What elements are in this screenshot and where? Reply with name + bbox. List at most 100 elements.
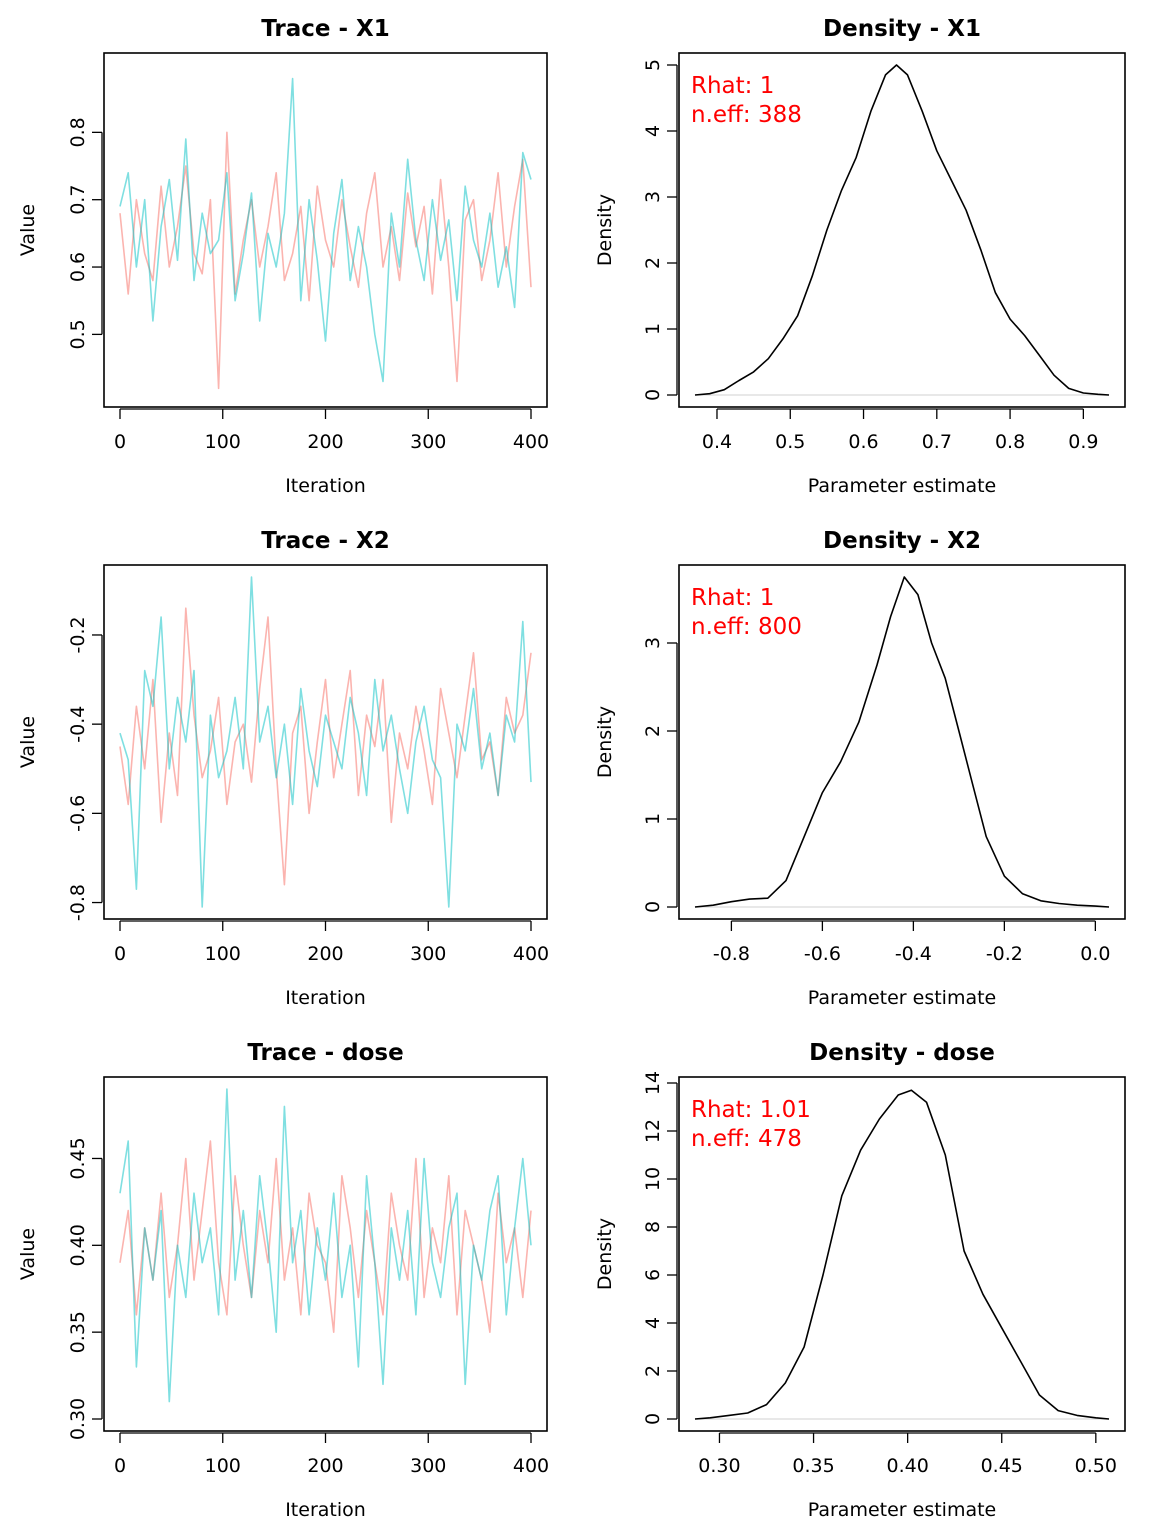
- plot-frame: [103, 1076, 548, 1432]
- y-tick-label: 5: [642, 59, 664, 71]
- density-x2-panel: Density - X2 Parameter estimate Density …: [594, 528, 1126, 1009]
- y-tick-label: 3: [642, 191, 664, 203]
- y-tick-label: 8: [642, 1221, 664, 1233]
- chart-1-marks: 0.4 0.5 0.6 0.7 0.8 0.9 0 1 2 3 4 5: [642, 59, 1110, 453]
- x-tick-label: 0.6: [848, 431, 878, 453]
- plot-frame: [103, 564, 548, 920]
- trace-series-1: [119, 1140, 532, 1333]
- x-tick-label: 0.40: [886, 1455, 928, 1477]
- trace-x1-panel: Trace - X1 Iteration Value: [17, 16, 548, 497]
- x-tick-label: 0.45: [981, 1455, 1023, 1477]
- plot-frame: [678, 52, 1126, 408]
- y-tick-label: 0.45: [67, 1137, 89, 1179]
- y-tick-label: 12: [642, 1119, 664, 1143]
- y-tick-label: 0.7: [67, 185, 89, 215]
- y-tick-label: 0.35: [67, 1311, 89, 1353]
- x-tick-label: 0.7: [922, 431, 952, 453]
- x-tick-label: 200: [307, 431, 343, 453]
- rhat-label: Rhat: 1: [691, 73, 774, 99]
- x-tick-label: 0: [114, 431, 126, 453]
- y-tick-label: 3: [642, 637, 664, 649]
- x-tick-label: -0.2: [986, 943, 1023, 965]
- y-tick-label: -0.2: [67, 616, 89, 653]
- y-tick-label: 4: [642, 1317, 664, 1329]
- neff-label: n.eff: 478: [691, 1126, 802, 1152]
- x-axis-label: Iteration: [285, 475, 366, 497]
- chart-title: Density - dose: [809, 1040, 995, 1066]
- x-axis-label: Parameter estimate: [808, 1499, 997, 1521]
- x-tick-label: -0.8: [713, 943, 750, 965]
- y-tick-label: -0.6: [67, 795, 89, 832]
- chart-5-marks: 0.30 0.35 0.40 0.45 0.50 0 2 4 6 8 10 12 14: [642, 1071, 1117, 1477]
- density-x1-panel: Density - X1 Parameter estimate Density …: [594, 16, 1126, 497]
- y-tick-label: 10: [642, 1167, 664, 1191]
- chart-title: Trace - X1: [261, 16, 390, 42]
- chart-4-marks: 0 100 200 300 400 0.30 0.35 0.40 0.45: [67, 1088, 549, 1477]
- x-tick-label: 400: [513, 431, 549, 453]
- x-tick-label: 200: [307, 1455, 343, 1477]
- chart-0-marks: 0 100 200 300 400 0.5 0.6 0.7 0.8: [67, 77, 549, 453]
- trace-series-2: [119, 576, 532, 908]
- x-tick-label: 400: [513, 1455, 549, 1477]
- x-tick-label: 0.9: [1068, 431, 1098, 453]
- y-axis-label: Density: [594, 1218, 616, 1290]
- y-tick-label: 0.30: [67, 1398, 89, 1440]
- x-tick-label: 300: [410, 431, 446, 453]
- y-tick-label: 0: [642, 901, 664, 913]
- x-tick-label: 300: [410, 943, 446, 965]
- x-tick-label: 0.50: [1075, 1455, 1117, 1477]
- y-axis-label: Density: [594, 194, 616, 266]
- y-tick-label: 0.6: [67, 252, 89, 282]
- y-tick-label: -0.8: [67, 884, 89, 921]
- trace-dose-panel: Trace - dose Iteration Value: [17, 1040, 548, 1521]
- x-tick-label: 0: [114, 943, 126, 965]
- density-curve: [694, 576, 1110, 908]
- chart-title: Trace - X2: [261, 528, 390, 554]
- x-tick-label: 0.8: [995, 431, 1025, 453]
- y-tick-label: 6: [642, 1269, 664, 1281]
- x-tick-label: 300: [410, 1455, 446, 1477]
- y-tick-label: 0: [642, 1413, 664, 1425]
- y-tick-label: 2: [642, 257, 664, 269]
- y-tick-label: 2: [642, 725, 664, 737]
- density-curve: [694, 64, 1110, 396]
- trace-series-2: [119, 77, 532, 383]
- trace-x2-panel: Trace - X2 Iteration Value: [17, 528, 548, 1009]
- y-axis-label: Value: [17, 716, 39, 768]
- x-tick-label: -0.6: [804, 943, 841, 965]
- x-axis-label: Parameter estimate: [808, 475, 997, 497]
- x-tick-label: 0: [114, 1455, 126, 1477]
- y-tick-label: 1: [642, 323, 664, 335]
- plot-frame: [678, 564, 1126, 920]
- chart-title: Density - X2: [823, 528, 981, 554]
- chart-3-marks: -0.8 -0.6 -0.4 -0.2 0.0 0 1 2 3: [642, 576, 1110, 965]
- rhat-label: Rhat: 1: [691, 585, 774, 611]
- y-tick-label: -0.4: [67, 706, 89, 743]
- y-axis-label: Value: [17, 204, 39, 256]
- chart-title: Density - X1: [823, 16, 981, 42]
- density-curve: [694, 1089, 1110, 1420]
- density-dose-panel: Density - dose Parameter estimate Densit…: [594, 1040, 1126, 1521]
- chart-title: Trace - dose: [247, 1040, 403, 1066]
- x-tick-label: 0.5: [775, 431, 805, 453]
- x-tick-label: 100: [205, 431, 241, 453]
- x-axis-label: Iteration: [285, 1499, 366, 1521]
- trace-series-1: [119, 607, 532, 886]
- x-tick-label: -0.4: [895, 943, 932, 965]
- y-tick-label: 0.8: [67, 117, 89, 147]
- x-tick-label: 0.0: [1080, 943, 1110, 965]
- y-axis-label: Value: [17, 1228, 39, 1280]
- plot-frame: [678, 1076, 1126, 1432]
- y-tick-label: 4: [642, 125, 664, 137]
- y-tick-label: 0.40: [67, 1224, 89, 1266]
- y-tick-label: 1: [642, 813, 664, 825]
- y-tick-label: 2: [642, 1365, 664, 1377]
- x-tick-label: 400: [513, 943, 549, 965]
- x-tick-label: 100: [205, 943, 241, 965]
- y-tick-label: 0: [642, 389, 664, 401]
- x-axis-label: Parameter estimate: [808, 987, 997, 1009]
- y-tick-label: 14: [642, 1071, 664, 1095]
- x-tick-label: 200: [307, 943, 343, 965]
- neff-label: n.eff: 388: [691, 102, 802, 128]
